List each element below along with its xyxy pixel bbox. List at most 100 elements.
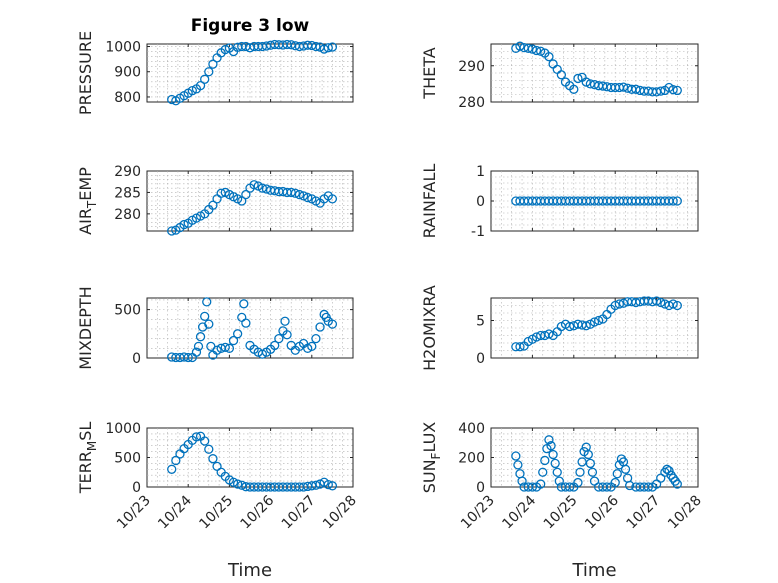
data-point [323,479,333,490]
y-tick-label: 800 [114,90,141,106]
data-point [527,482,538,492]
data-point [204,319,214,329]
data-point [202,297,212,307]
data-point [585,458,596,469]
x-axis-label: Time [571,560,616,581]
x-tick-label: 10/23 [458,493,498,533]
data-point [643,482,653,492]
data-point [327,481,338,491]
y-tick-label: 290 [458,59,485,75]
y-tick-label: 285 [114,185,141,201]
data-point [515,342,525,352]
data-point [167,226,177,236]
data-point [228,335,239,346]
y-tick-label: 0 [476,194,485,210]
data-point [319,309,329,320]
data-point [573,477,583,488]
x-tick-label: 10/26 [238,492,278,532]
data-point [193,341,204,352]
data-point [208,59,218,69]
y-axis-label: RAINFALL [420,164,439,239]
data-point [602,482,612,492]
y-axis-label: SUNFLUX [420,422,443,494]
x-tick-label: 10/28 [665,493,705,533]
data-point [610,477,620,488]
data-point [327,319,338,329]
data-point [651,296,662,306]
data-point [191,347,202,357]
y-axis-label: AIRTEMP [76,167,99,235]
data-point [625,480,635,491]
data-point [550,458,560,469]
data-point [536,479,546,489]
data-point [195,332,206,342]
data-point [327,194,338,204]
data-point [581,77,591,87]
data-point [668,299,678,309]
data-point [612,469,622,479]
data-point [618,82,629,92]
data-point [200,74,210,84]
data-point [311,480,321,490]
data-point [232,479,243,489]
data-point [208,200,218,210]
data-point [511,451,521,461]
plot-area [146,297,354,359]
x-tick-label: 10/27 [624,493,664,533]
data-point [204,444,214,454]
y-tick-label: 400 [458,421,485,437]
data-point [298,191,309,201]
data-point [610,300,620,311]
subplot-pressure: 800 900 1000 PRESSURE Figure 3 low [76,16,354,115]
data-point [237,196,247,206]
y-tick-label: 5 [476,314,485,330]
data-point [323,43,333,53]
y-tick-label: 900 [114,65,141,81]
data-point [656,297,666,308]
x-tick-label: 10/25 [541,493,581,533]
data-point [239,299,249,309]
x-tick-label: 10/23 [114,493,154,533]
subplot-sun-flux: 10/23 10/24 10/25 10/26 10/27 10/28 0 200 400 SUN… [420,421,705,581]
y-axis-label: MIXDEPTH [76,286,95,369]
data-point [228,477,239,487]
x-axis-label: Time [227,560,272,581]
data-point [303,192,313,203]
x-tick-label: 10/24 [155,492,195,532]
data-point [249,180,259,190]
data-point [208,454,218,464]
data-point [327,42,338,52]
subplot-terr-msl: 10/23 10/24 10/25 10/26 10/27 10/28 0 500 1000 TE… [76,421,360,581]
y-tick-label: 280 [114,207,141,223]
data-point [544,435,554,445]
data-point [672,196,682,206]
y-tick-label: 280 [458,95,485,111]
data-point [187,86,197,96]
data-point [620,464,631,474]
data-point [527,44,538,54]
data-point [167,464,177,474]
y-axis-label: THETA [420,47,439,99]
chart-title: Figure 3 low [191,16,310,36]
data-point [224,343,235,353]
x-tick-label: 10/24 [499,492,539,532]
subplot-theta: 280 290 THETA [420,41,699,111]
data-point [546,441,556,451]
data-point [290,188,300,198]
x-tick-label: 10/27 [279,493,319,533]
data-point [589,317,600,327]
data-point [319,44,329,54]
data-point [536,46,546,56]
data-point [200,311,210,322]
data-point [668,85,678,95]
x-tick-label: 10/26 [582,492,622,532]
data-point [565,482,575,492]
data-point [513,460,523,470]
y-tick-label: 1000 [105,40,141,56]
data-point [307,341,317,352]
y-axis-label: H2OMIXRA [420,285,439,371]
data-point [672,85,682,96]
data-point [195,80,206,91]
y-tick-label: 0 [476,351,485,367]
